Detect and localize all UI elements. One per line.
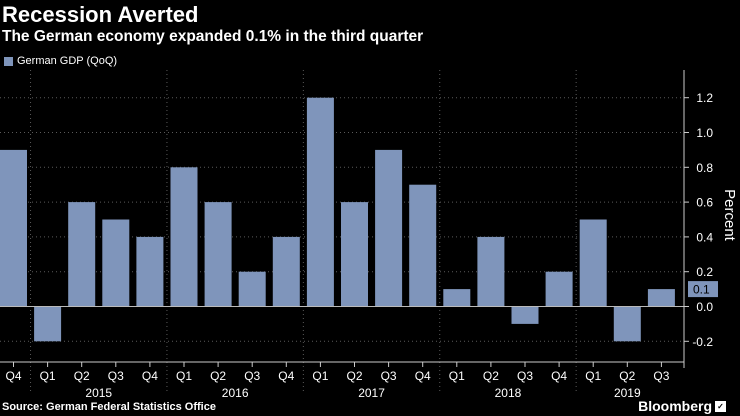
x-tick-label: Q4 [415,369,431,383]
year-label: 2018 [495,386,522,400]
brand-logo: Bloomberg [638,398,712,414]
legend-swatch [4,56,13,66]
bar [34,306,62,342]
bar [136,236,164,307]
x-tick-label: Q2 [74,369,90,383]
last-value-label: 0.1 [693,283,710,297]
x-tick-label: Q1 [40,369,56,383]
last-value-box [688,281,718,298]
x-tick-label: Q4 [551,369,567,383]
x-tick-label: Q3 [381,369,397,383]
x-tick-label: Q3 [244,369,260,383]
y-tick-label: 0.4 [696,230,713,244]
bar [341,202,368,307]
bar [477,236,505,307]
year-label: 2016 [222,386,249,400]
x-tick-label: Q1 [585,369,601,383]
x-tick-label: Q4 [5,369,21,383]
year-label: 2015 [85,386,112,400]
year-label: 2017 [358,386,385,400]
bar [375,149,403,307]
bar [306,97,334,307]
x-tick-label: Q4 [142,369,158,383]
x-tick-label: Q2 [210,369,226,383]
legend: German GDP (QoQ) [4,55,117,67]
bar [409,184,437,307]
x-tick-label: Q2 [483,369,499,383]
x-tick-label: Q2 [619,369,635,383]
bar [102,219,130,307]
bar [272,236,300,307]
y-tick-label: 0.6 [696,196,713,210]
bar [443,289,471,307]
x-tick-label: Q3 [108,369,124,383]
bar [647,289,675,307]
chart-subtitle: The German economy expanded 0.1% in the … [2,28,424,45]
x-tick-label: Q1 [176,369,192,383]
chart-title: Recession Averted [2,2,199,27]
x-tick-label: Q1 [449,369,465,383]
bar [204,202,232,307]
y-tick-label: 1.0 [696,126,713,140]
y-tick-label: 0.2 [696,265,713,279]
x-tick-label: Q4 [278,369,294,383]
source-note: Source: German Federal Statistics Office [2,401,216,413]
bar [613,306,641,342]
bar [511,306,539,324]
bar [579,219,607,307]
year-label: 2019 [614,386,641,400]
bar [170,167,198,307]
bar [545,271,573,307]
bar [0,149,27,307]
y-axis-title: Percent [721,189,738,242]
x-tick-label: Q3 [517,369,533,383]
legend-label: German GDP (QoQ) [17,55,118,67]
bar [238,271,266,307]
x-tick-label: Q2 [346,369,362,383]
x-tick-label: Q3 [653,369,669,383]
y-tick-label: -0.2 [692,335,713,349]
x-tick-label: Q1 [312,369,328,383]
y-tick-label: 0.0 [696,300,713,314]
y-tick-label: 1.2 [696,91,713,105]
brand-mark-icon: ✓ [715,401,726,412]
bar [68,202,96,307]
y-tick-label: 0.8 [696,161,713,175]
